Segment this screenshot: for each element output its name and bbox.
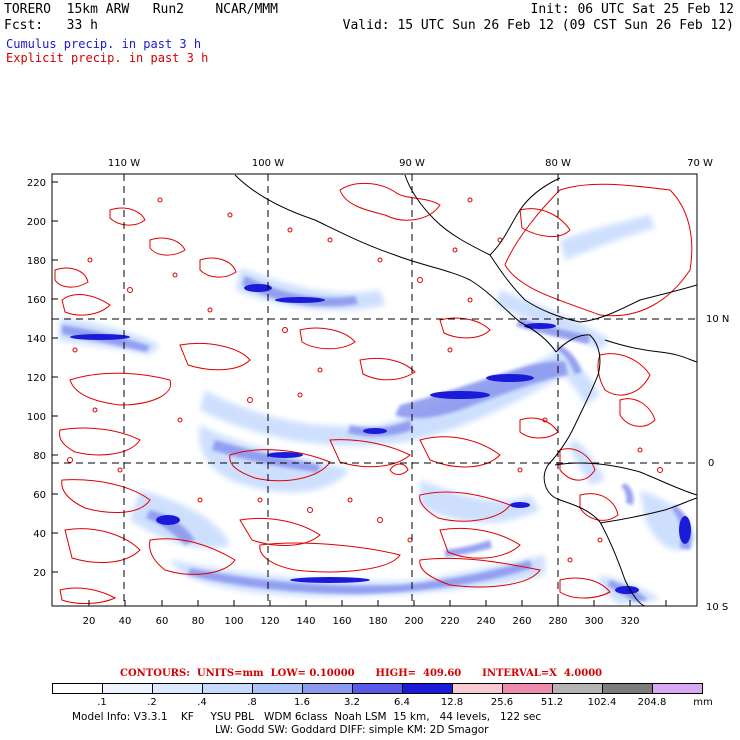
colorbar-label: .1 (97, 697, 107, 708)
model-title: TORERO 15km ARW Run2 NCAR/MMM (4, 2, 278, 17)
colorbar-cell (252, 683, 303, 694)
colorbar-label: 25.6 (490, 697, 514, 708)
x-tick-label: 200 (404, 616, 423, 627)
colorbar-label: 204.8 (637, 697, 667, 708)
contour-info: CONTOURS: UNITS=mm LOW= 0.10000 HIGH= 40… (120, 668, 603, 679)
colorbar-unit: mm (693, 697, 713, 708)
colorbar-label: .8 (247, 697, 257, 708)
y-tick-label: 140 (27, 334, 46, 345)
y-tick-label: 120 (27, 373, 46, 384)
y-ticks (52, 181, 58, 573)
map-frame (51, 173, 698, 607)
y-tick-label: 220 (27, 178, 46, 189)
model-physics: LW: Godd SW: Goddard DIFF: simple KM: 2D… (215, 724, 489, 736)
y-tick-label: 200 (27, 217, 46, 228)
lon-label-80w: 80 W (545, 158, 571, 169)
x-tick-label: 140 (296, 616, 315, 627)
x-tick-label: 60 (156, 616, 169, 627)
y-tick-label: 80 (33, 451, 46, 462)
init-time: Init: 06 UTC Sat 25 Feb 12 (530, 2, 735, 17)
x-tick-label: 20 (83, 616, 96, 627)
x-tick-label: 280 (548, 616, 567, 627)
lon-label-90w: 90 W (399, 158, 425, 169)
y-tick-label: 20 (33, 568, 46, 579)
y-tick-label: 40 (33, 529, 46, 540)
lat-label-10s: 10 S (706, 602, 728, 613)
valid-time: Valid: 15 UTC Sun 26 Feb 12 (09 CST Sun … (342, 18, 734, 33)
x-tick-label: 80 (192, 616, 205, 627)
latlon-grid (52, 174, 697, 606)
x-tick-label: 100 (224, 616, 243, 627)
y-tick-label: 180 (27, 256, 46, 267)
lon-label-70w: 70 W (687, 158, 713, 169)
x-tick-label: 260 (512, 616, 531, 627)
x-tick-label: 300 (584, 616, 603, 627)
forecast-hour: Fcst: 33 h (4, 18, 98, 33)
x-tick-label: 220 (440, 616, 459, 627)
lat-label-0: 0 (708, 458, 714, 469)
x-ticks (88, 600, 667, 606)
legend-cumulus: Cumulus precip. in past 3 h (6, 37, 202, 51)
colorbar-cell (502, 683, 553, 694)
x-tick-label: 320 (620, 616, 639, 627)
x-tick-label: 40 (119, 616, 132, 627)
coastlines (234, 174, 697, 606)
colorbar-label: 1.6 (294, 697, 310, 708)
explicit-precip-specks (67, 197, 663, 563)
x-tick-label: 120 (260, 616, 279, 627)
lon-label-110w: 110 W (108, 158, 140, 169)
colorbar-label: 51.2 (540, 697, 564, 708)
colorbar-label: 102.4 (587, 697, 617, 708)
colorbar-label: 12.8 (440, 697, 464, 708)
y-tick-label: 100 (27, 412, 46, 423)
explicit-precip-contours (54, 183, 693, 604)
colorbar-label: .2 (147, 697, 157, 708)
cumulus-precip-heavy (70, 284, 691, 594)
cumulus-precip-light (58, 215, 695, 604)
y-tick-label: 60 (33, 490, 46, 501)
x-tick-label: 180 (368, 616, 387, 627)
colorbar-cell (102, 683, 153, 694)
x-tick-label: 240 (476, 616, 495, 627)
colorbar-cell (52, 683, 103, 694)
model-info: Model Info: V3.3.1 KF YSU PBL WDM 6class… (72, 711, 542, 723)
colorbar-label: 3.2 (344, 697, 360, 708)
colorbar-cell (652, 683, 703, 694)
lat-label-10n: 10 N (706, 314, 729, 325)
legend-explicit: Explicit precip. in past 3 h (6, 51, 209, 65)
colorbar-cell (602, 683, 653, 694)
x-tick-label: 160 (332, 616, 351, 627)
lon-label-100w: 100 W (252, 158, 284, 169)
colorbar-cell (352, 683, 403, 694)
colorbar-cell (452, 683, 503, 694)
precip-map: 110 W 100 W 90 W 80 W 70 W 10 N 0 10 S 2… (27, 158, 729, 627)
colorbar-cell (552, 683, 603, 694)
y-tick-label: 160 (27, 295, 46, 306)
colorbar-label: .4 (197, 697, 207, 708)
colorbar-cell (202, 683, 253, 694)
colorbar-cell (152, 683, 203, 694)
colorbar-cell (302, 683, 353, 694)
colorbar-cell (402, 683, 453, 694)
colorbar-label: 6.4 (394, 697, 410, 708)
